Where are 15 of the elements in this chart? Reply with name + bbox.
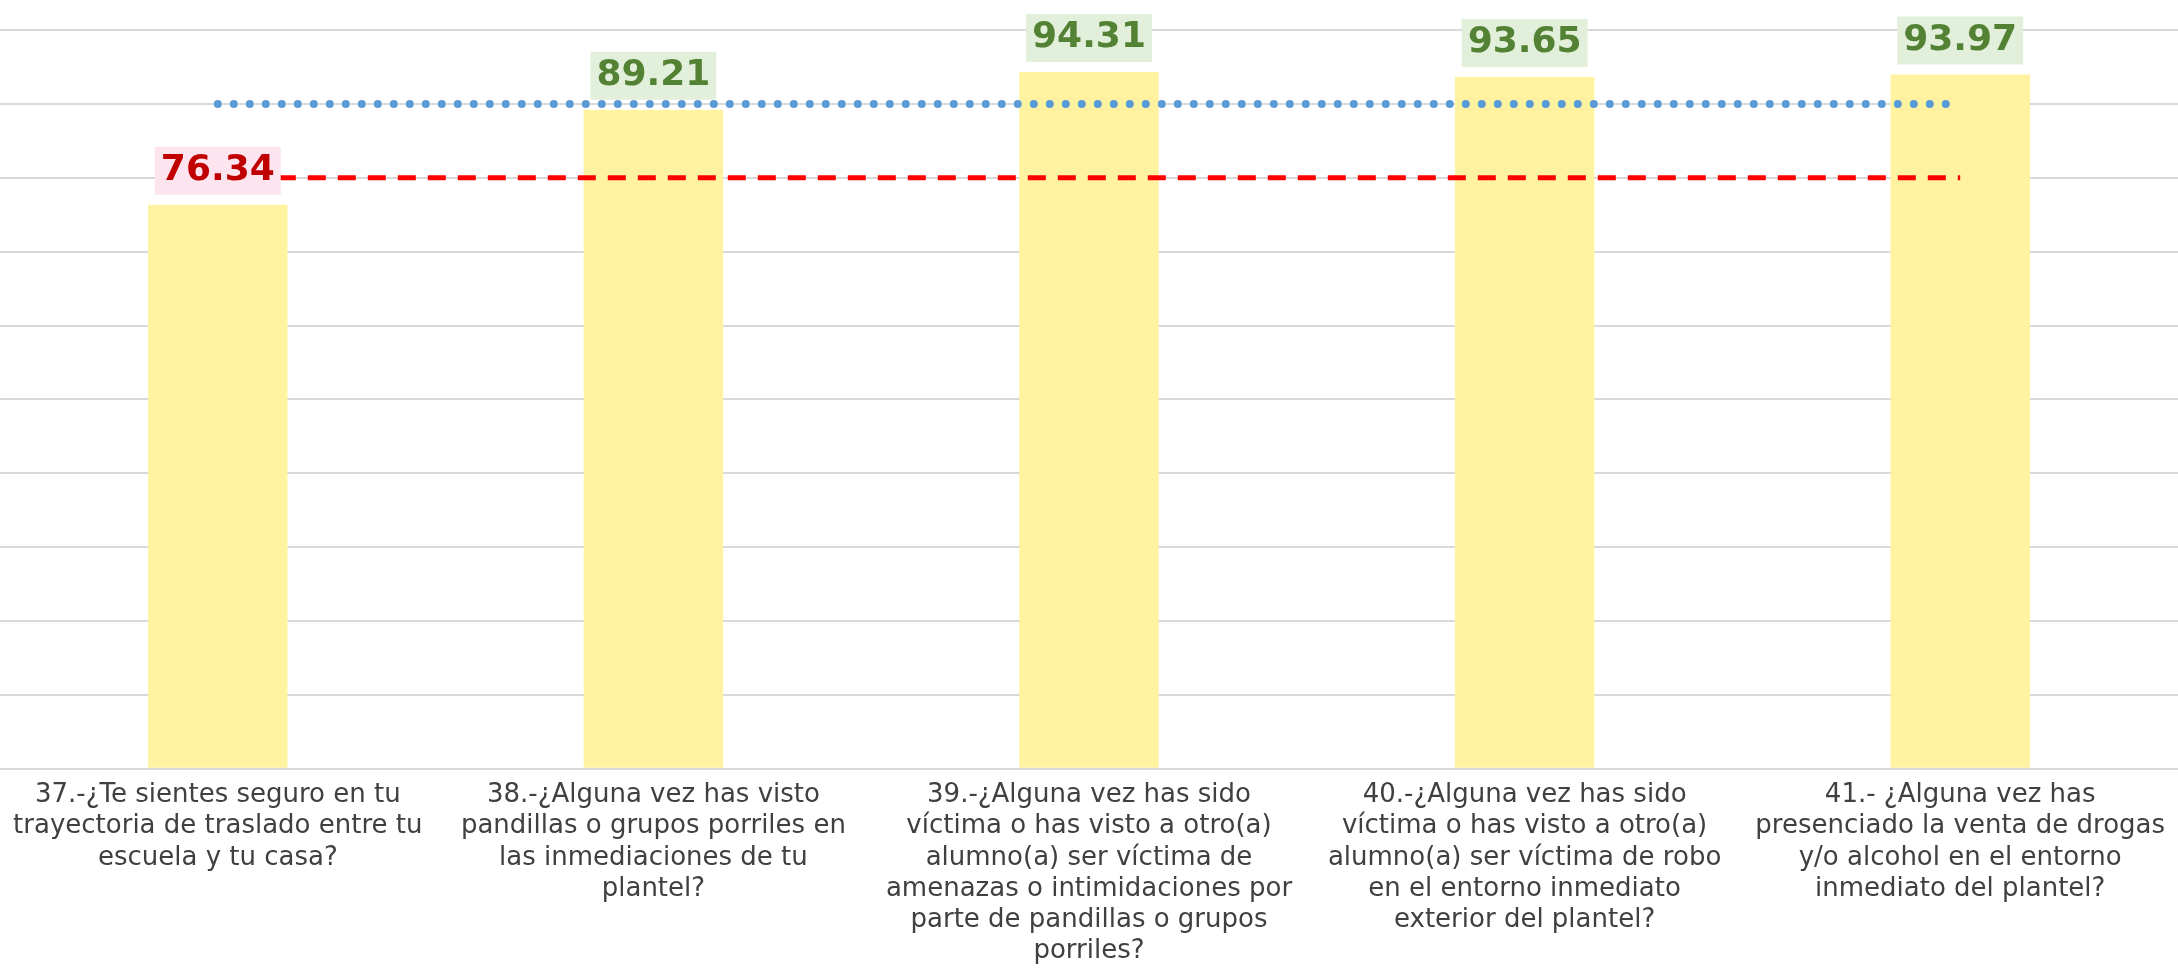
- bar: [1019, 72, 1159, 768]
- bar: [148, 204, 288, 768]
- data-label: 93.65: [1467, 19, 1582, 61]
- x-tick-label: 38.-¿Alguna vez has visto pandillas o grupos porriles en las inmediaciones de tu plantel?: [460, 778, 846, 902]
- data-label: 89.21: [596, 52, 711, 94]
- data-label: 76.34: [160, 147, 275, 189]
- bar: [583, 109, 724, 768]
- x-tick-label: 37.-¿Te sientes seguro en tu trayectoria de traslado entre tu escuela y tu casa?: [13, 778, 423, 871]
- data-label: 94.31: [1032, 14, 1146, 56]
- x-tick-label: 40.-¿Alguna vez has sido víctima o has visto a otro(a) alumno(a) ser víctima de robo en el entorno inmediato exterior del plantel?: [1327, 778, 1722, 933]
- x-tick-label: 39.-¿Alguna vez has sido víctima o has visto a otro(a) alumno(a) ser víctima de amenazas o intimidaciones por parte de pandillas o grupos porriles?: [885, 778, 1293, 965]
- bar: [1890, 74, 2030, 768]
- data-label: 93.97: [1903, 16, 2018, 58]
- bar: [1454, 76, 1595, 768]
- x-tick-label: 41.- ¿Alguna vez has presenciado la venta de drogas y/o alcohol en el entorno inmediato del plantel?: [1755, 778, 2166, 902]
